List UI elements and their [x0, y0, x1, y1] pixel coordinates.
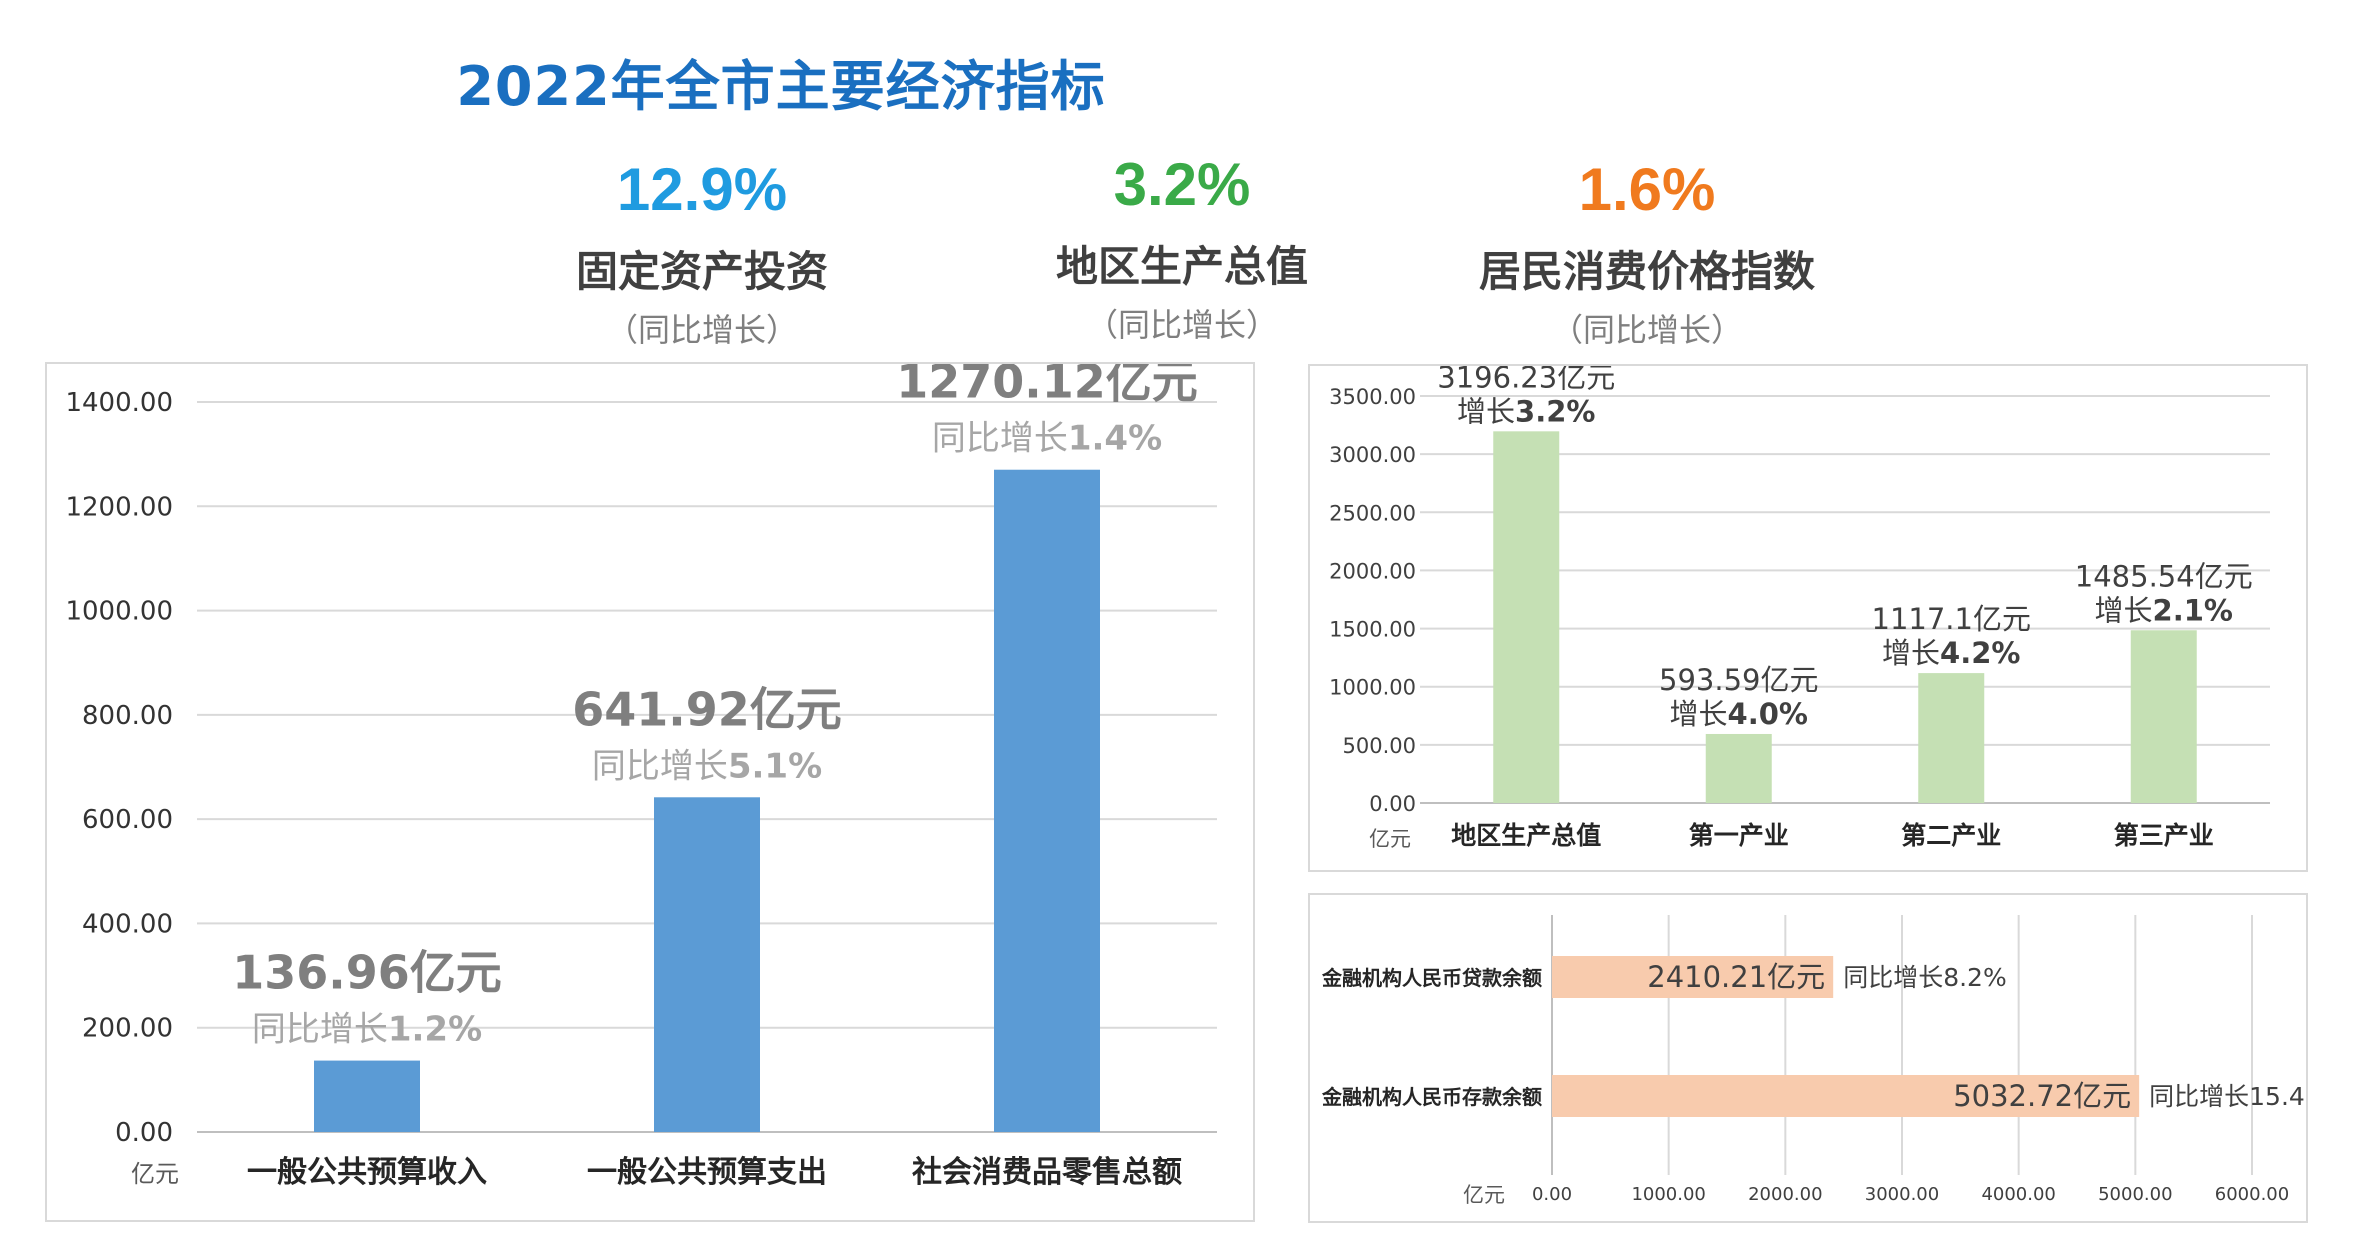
budget-chart-panel: 0.00 200.00 400.00 600.00 800.00 1000.00 1200.…: [45, 355, 1255, 1222]
gdp-bar-chart: 0.00 500.00 1000.00 1500.00 2000.00 2500.00 30…: [1329, 360, 2270, 851]
bar-growth-label: 同比增长5.1%: [592, 746, 822, 786]
growth-value: 8.2%: [1943, 963, 2007, 992]
bar-growth-prefix: 同比增长: [252, 1010, 388, 1050]
x-tick-label: 3000.00: [1865, 1184, 1939, 1205]
y-tick-label: 1000.00: [65, 597, 173, 627]
kpi-gdp: 3.2% 地区生产总值 （同比增长）: [972, 150, 1392, 346]
x-tick-label: 一般公共预算收入: [247, 1155, 487, 1190]
bar-growth-prefix: 增长: [1882, 636, 1940, 670]
finance-bar-chart: 0.00 1000.00 2000.00 3000.00 4000.00 5000.00 6…: [1321, 915, 2329, 1207]
x-tick-label: 第二产业: [1901, 821, 2001, 850]
kpi-fixed-asset-investment: 12.9% 固定资产投资 （同比增长）: [492, 155, 912, 351]
bar-growth-label: 增长4.0%: [1670, 697, 1808, 731]
kpi-sub: （同比增长）: [1550, 311, 1743, 349]
y-tick-label: 800.00: [82, 701, 173, 731]
bar-growth-label: 增长4.2%: [1882, 636, 2020, 670]
kpi-sub: （同比增长）: [1085, 306, 1278, 344]
unit-label: 亿元: [131, 1160, 179, 1188]
bar: [1552, 1075, 2140, 1117]
y-tick-label: 1000.00: [1329, 676, 1416, 700]
x-tick-label: 第一产业: [1689, 821, 1789, 850]
bar: [1918, 673, 1985, 803]
value-label: 136.96亿元: [232, 946, 502, 1000]
value-label: 593.59亿元: [1659, 663, 1818, 697]
value-label: 2410.21亿元: [1647, 960, 1825, 994]
kpi-label: 固定资产投资: [575, 247, 828, 296]
bar-growth-value: 4.2%: [1940, 636, 2020, 670]
bar-growth-prefix: 同比增长: [592, 746, 728, 786]
kpi-cpi: 1.6% 居民消费价格指数 （同比增长）: [1437, 155, 1857, 351]
x-tick-label: 社会消费品零售总额: [912, 1155, 1182, 1190]
y-tick-label: 600.00: [82, 805, 173, 835]
bar: [314, 1060, 420, 1132]
y-tick-label: 400.00: [82, 909, 173, 939]
growth-prefix: 同比增长: [2149, 1082, 2249, 1111]
bar-growth-value: 1.4%: [1068, 419, 1162, 459]
bar-growth-prefix: 增长: [1457, 394, 1515, 428]
page-title: 2022年全市主要经济指标: [456, 55, 1106, 118]
y-tick-label: 200.00: [82, 1014, 173, 1044]
x-tick-label: 4000.00: [1981, 1184, 2055, 1205]
bar: [1493, 431, 1560, 803]
value-label: 5032.72亿元: [1953, 1079, 2131, 1113]
bar: [2130, 630, 2197, 803]
kpi-sub: （同比增长）: [605, 311, 798, 349]
finance-chart-panel: 0.00 1000.00 2000.00 3000.00 4000.00 5000.00 6…: [1308, 893, 2329, 1223]
bar: [1705, 733, 1772, 803]
growth-label: 同比增长8.2%: [1843, 963, 2007, 992]
bar-growth-prefix: 同比增长: [932, 419, 1068, 459]
bar-growth-value: 2.1%: [2153, 593, 2233, 627]
x-tick-label: 6000.00: [2215, 1184, 2289, 1205]
bar-growth-label: 增长2.1%: [2095, 593, 2233, 627]
y-tick-label: 3500.00: [1329, 385, 1416, 409]
bar-growth-value: 1.2%: [388, 1010, 482, 1050]
bar-growth-value: 3.2%: [1515, 394, 1595, 428]
x-tick-label: 2000.00: [1748, 1184, 1822, 1205]
y-tick-label: 1500.00: [1329, 618, 1416, 642]
value-label: 641.92亿元: [572, 682, 842, 736]
bar: [1552, 956, 1834, 998]
unit-label: 亿元: [1463, 1183, 1505, 1207]
budget-bar-chart: 0.00 200.00 400.00 600.00 800.00 1000.00 1200.…: [65, 355, 1217, 1190]
kpi-value: 12.9%: [616, 156, 788, 223]
y-tick-label: 500.00: [1343, 734, 1416, 758]
x-tick-label: 第三产业: [2114, 821, 2214, 850]
y-tick-label: 0.00: [1369, 792, 1416, 816]
x-tick-label: 一般公共预算支出: [587, 1155, 827, 1190]
growth-value: 15.4%: [2249, 1082, 2306, 1111]
growth-prefix: 同比增长: [1843, 963, 1943, 992]
gdp-chart-panel: 0.00 500.00 1000.00 1500.00 2000.00 2500.00 30…: [1308, 360, 2308, 872]
bar-growth-value: 5.1%: [728, 746, 822, 786]
x-tick-label: 0.00: [1532, 1184, 1572, 1205]
bar-growth-value: 4.0%: [1728, 697, 1808, 731]
bar: [654, 797, 760, 1132]
x-tick-label: 1000.00: [1631, 1184, 1705, 1205]
unit-label: 亿元: [1369, 827, 1411, 851]
x-tick-label: 5000.00: [2098, 1184, 2172, 1205]
y-tick-label: 0.00: [115, 1118, 173, 1148]
value-label: 1117.1亿元: [1872, 602, 2031, 636]
y-tick-label: 2500.00: [1329, 501, 1416, 525]
value-label: 3196.23亿元: [1437, 366, 1615, 394]
y-tick-label: 3000.00: [1329, 443, 1416, 467]
x-tick-label: 地区生产总值: [1451, 821, 1601, 850]
bar-growth-label: 同比增长1.2%: [252, 1010, 482, 1050]
y-tick-label: 2000.00: [1329, 559, 1416, 583]
kpi-value: 3.2%: [1113, 151, 1251, 218]
bar-growth-prefix: 增长: [2095, 593, 2153, 627]
bar-growth-label: 同比增长1.4%: [932, 419, 1162, 459]
y-tick-label: 金融机构人民币贷款余额: [1321, 966, 1542, 990]
kpi-label: 地区生产总值: [1055, 242, 1308, 291]
y-tick-label: 金融机构人民币存款余额: [1321, 1085, 1542, 1109]
kpi-label: 居民消费价格指数: [1478, 247, 1815, 296]
kpi-value: 1.6%: [1578, 156, 1716, 223]
y-tick-label: 1200.00: [65, 492, 173, 522]
value-label: 1485.54亿元: [2075, 559, 2253, 593]
value-label: 1270.12亿元: [896, 364, 1198, 409]
growth-label: 同比增长15.4%: [2149, 1082, 2306, 1111]
bar: [994, 469, 1100, 1132]
bar-growth-label: 增长3.2%: [1457, 394, 1595, 428]
y-tick-label: 1400.00: [65, 388, 173, 418]
bar-growth-prefix: 增长: [1670, 697, 1728, 731]
